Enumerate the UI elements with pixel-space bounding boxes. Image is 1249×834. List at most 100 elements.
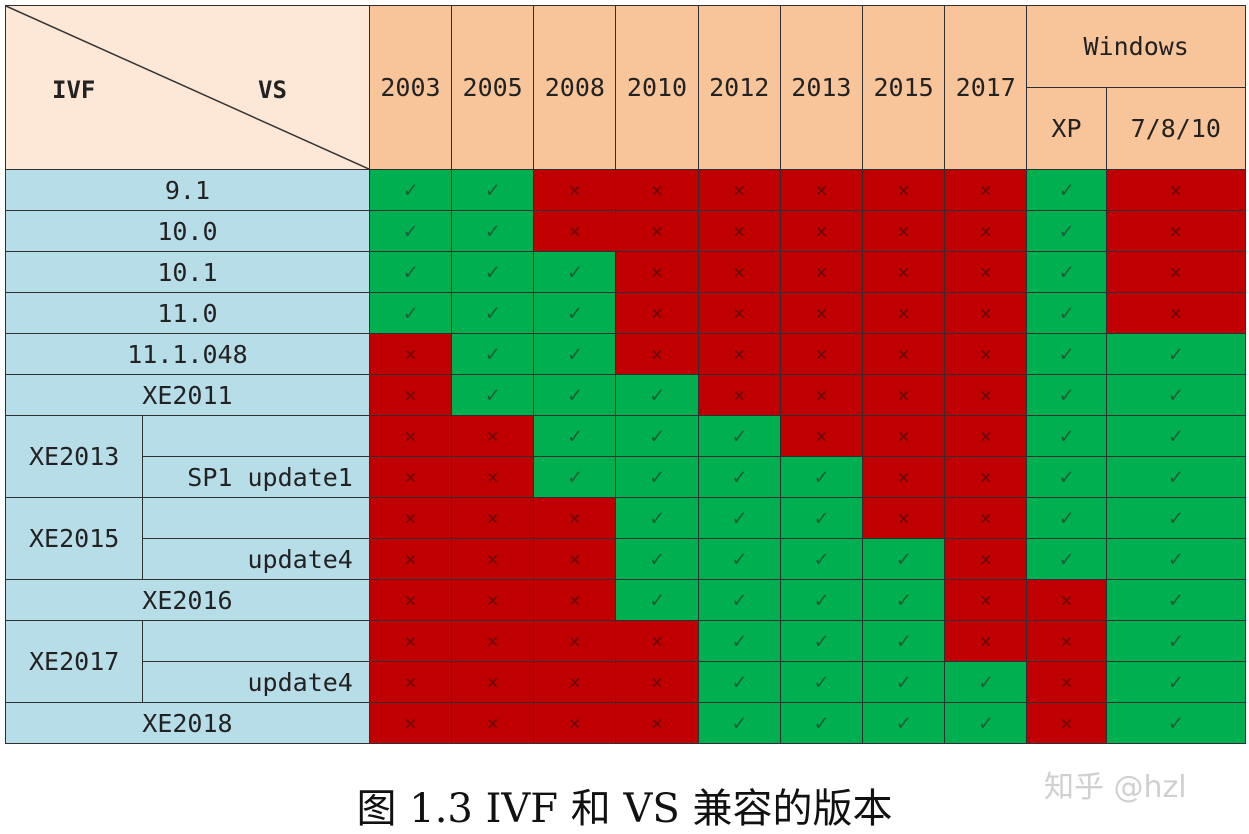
incompatible-cell: × <box>615 702 699 744</box>
incompatible-cell: × <box>451 620 535 662</box>
version-label: XE2016 <box>5 579 370 621</box>
incompatible-cell: × <box>861 292 946 334</box>
incompatible-cell: × <box>533 620 617 662</box>
incompatible-cell: × <box>779 374 863 416</box>
compatible-cell: ✓ <box>1105 579 1247 621</box>
table-row: 9.1 ✓ ✓ × × × × × × ✓ × <box>5 169 1247 211</box>
incompatible-cell: × <box>944 497 1028 539</box>
compatible-cell: ✓ <box>533 456 617 498</box>
compatible-cell: ✓ <box>779 497 863 539</box>
incompatible-cell: × <box>779 333 863 375</box>
incompatible-cell: × <box>533 661 617 703</box>
incompatible-cell: × <box>1026 702 1107 744</box>
compatible-cell: ✓ <box>1105 661 1247 703</box>
incompatible-cell: × <box>451 415 535 457</box>
table-row: update4 × × × ✓ ✓ ✓ ✓ × ✓ ✓ <box>6 538 1247 580</box>
windows-group-header: Windows <box>1026 5 1246 88</box>
compatible-cell: ✓ <box>1105 497 1247 539</box>
incompatible-cell: × <box>944 456 1028 498</box>
year-header: 2010 <box>615 5 699 170</box>
compatible-cell: ✓ <box>533 251 617 293</box>
compatible-cell: ✓ <box>533 292 617 334</box>
incompatible-cell: × <box>779 292 863 334</box>
year-header: 2005 <box>451 5 535 170</box>
table-row: XE2016 × × × ✓ ✓ ✓ ✓ × × ✓ <box>5 579 1247 621</box>
version-sub-label <box>142 497 370 539</box>
incompatible-cell: × <box>533 169 617 211</box>
incompatible-cell: × <box>615 169 699 211</box>
incompatible-cell: × <box>533 538 617 580</box>
incompatible-cell: × <box>779 169 863 211</box>
incompatible-cell: × <box>697 292 781 334</box>
incompatible-cell: × <box>861 169 946 211</box>
incompatible-cell: × <box>697 251 781 293</box>
incompatible-cell: × <box>861 251 946 293</box>
year-header: 2015 <box>861 5 946 170</box>
compatible-cell: ✓ <box>615 579 699 621</box>
compatible-cell: ✓ <box>1105 538 1247 580</box>
compatible-cell: ✓ <box>451 333 535 375</box>
compatible-cell: ✓ <box>779 702 863 744</box>
corner-vs-label: VS <box>258 76 287 104</box>
compatible-cell: ✓ <box>1026 456 1107 498</box>
incompatible-cell: × <box>368 661 453 703</box>
table-row: XE2018 × × × × ✓ ✓ ✓ ✓ × ✓ <box>5 702 1247 744</box>
incompatible-cell: × <box>533 497 617 539</box>
version-sub-label: SP1 update1 <box>142 456 370 498</box>
incompatible-cell: × <box>944 210 1028 252</box>
incompatible-cell: × <box>451 497 535 539</box>
incompatible-cell: × <box>944 251 1028 293</box>
incompatible-cell: × <box>1026 661 1107 703</box>
table-row: SP1 update1 × × ✓ ✓ ✓ ✓ × × ✓ ✓ <box>6 456 1247 498</box>
compatible-cell: ✓ <box>451 292 535 334</box>
watermark: 知乎 @hzl <box>1044 770 1187 805</box>
incompatible-cell: × <box>944 169 1028 211</box>
version-label: XE2018 <box>5 702 370 744</box>
incompatible-cell: × <box>697 169 781 211</box>
incompatible-cell: × <box>615 661 699 703</box>
compatible-cell: ✓ <box>368 210 453 252</box>
version-sub-label: update4 <box>142 538 370 580</box>
incompatible-cell: × <box>779 415 863 457</box>
year-header: 2003 <box>368 5 453 170</box>
incompatible-cell: × <box>533 702 617 744</box>
incompatible-cell: × <box>451 579 535 621</box>
compatible-cell: ✓ <box>615 415 699 457</box>
compatible-cell: ✓ <box>697 456 781 498</box>
compatible-cell: ✓ <box>533 415 617 457</box>
incompatible-cell: × <box>368 497 453 539</box>
compatible-cell: ✓ <box>779 579 863 621</box>
compatible-cell: ✓ <box>615 374 699 416</box>
incompatible-cell: × <box>368 620 453 662</box>
compatible-cell: ✓ <box>697 538 781 580</box>
incompatible-cell: × <box>861 497 946 539</box>
incompatible-cell: × <box>533 579 617 621</box>
incompatible-cell: × <box>944 292 1028 334</box>
compatible-cell: ✓ <box>1026 415 1107 457</box>
year-header: 2017 <box>944 5 1028 170</box>
compatible-cell: ✓ <box>1105 415 1247 457</box>
incompatible-cell: × <box>451 456 535 498</box>
compatible-cell: ✓ <box>1026 169 1107 211</box>
compatible-cell: ✓ <box>1026 497 1107 539</box>
compatible-cell: ✓ <box>861 661 946 703</box>
incompatible-cell: × <box>861 415 946 457</box>
version-label: 11.0 <box>5 292 370 334</box>
incompatible-cell: × <box>697 333 781 375</box>
table-row: 11.1.048 × ✓ ✓ × × × × × ✓ ✓ <box>5 333 1247 375</box>
compatible-cell: ✓ <box>1105 456 1247 498</box>
incompatible-cell: × <box>368 579 453 621</box>
incompatible-cell: × <box>944 579 1028 621</box>
compatible-cell: ✓ <box>861 702 946 744</box>
incompatible-cell: × <box>861 456 946 498</box>
incompatible-cell: × <box>451 538 535 580</box>
compatible-cell: ✓ <box>1026 333 1107 375</box>
compatible-cell: ✓ <box>779 538 863 580</box>
compatible-cell: ✓ <box>697 497 781 539</box>
compatible-cell: ✓ <box>1026 292 1107 334</box>
version-sub-label <box>142 620 370 662</box>
compatible-cell: ✓ <box>451 374 535 416</box>
incompatible-cell: × <box>615 333 699 375</box>
windows-xp-header: XP <box>1026 87 1107 170</box>
incompatible-cell: × <box>451 661 535 703</box>
